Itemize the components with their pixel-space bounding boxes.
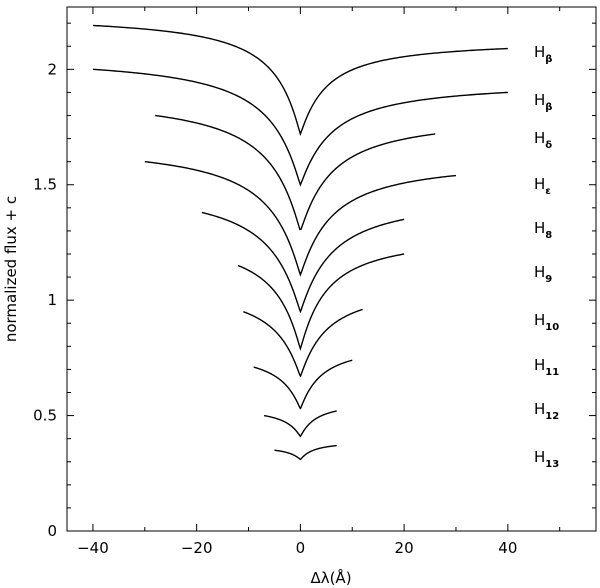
plot-frame xyxy=(66,6,597,532)
series-label-0: Hβ xyxy=(534,43,552,65)
series-line-6 xyxy=(243,308,363,378)
y-tick-label: 0.5 xyxy=(33,407,57,425)
series-label-main: H xyxy=(534,91,545,109)
series-label-8: H12 xyxy=(534,400,559,422)
series-label-sub: β xyxy=(545,102,552,113)
series-label-sub: β xyxy=(545,54,552,65)
y-tick-label: 1 xyxy=(47,291,57,309)
series-label-main: H xyxy=(534,356,545,374)
series-label-1: Hβ xyxy=(534,91,552,113)
series-line-5 xyxy=(237,253,405,351)
x-tick-label: 0 xyxy=(296,539,306,557)
series-line-9 xyxy=(274,444,337,461)
series-label-sub: 10 xyxy=(545,322,559,333)
series-label-7: H11 xyxy=(534,356,559,378)
series-label-6: H10 xyxy=(534,311,559,333)
series-label-main: H xyxy=(534,175,545,193)
series-line-7 xyxy=(253,359,353,410)
series-line-3 xyxy=(144,160,457,277)
y-tick-label: 2 xyxy=(47,60,57,78)
series-label-sub: 12 xyxy=(545,411,559,422)
y-tick-label: 0 xyxy=(47,522,57,540)
x-tick-label: −20 xyxy=(181,539,213,557)
x-axis: −40 −20 0 20 40 xyxy=(77,7,561,557)
series-label-3: Hε xyxy=(534,175,551,197)
series-label-sub: 11 xyxy=(545,367,559,378)
series-line-4 xyxy=(201,211,405,314)
series-label-sub: ε xyxy=(545,186,551,197)
series-label-2: Hδ xyxy=(534,129,552,151)
x-tick-label: 20 xyxy=(395,539,414,557)
series-label-4: H8 xyxy=(534,219,552,241)
series-label-main: H xyxy=(534,400,545,418)
y-axis: 0 0.5 1 1.5 2 xyxy=(33,22,596,540)
series-label-9: H13 xyxy=(534,448,559,470)
series-label-sub: 8 xyxy=(545,230,552,241)
series-label-main: H xyxy=(534,311,545,329)
series-line-1 xyxy=(92,68,508,187)
series-label-5: H9 xyxy=(534,263,552,285)
x-tick-label: 40 xyxy=(498,539,517,557)
series-label-main: H xyxy=(534,448,545,466)
series-label-sub: 13 xyxy=(545,459,559,470)
y-tick-label: 1.5 xyxy=(33,176,57,194)
series-line-2 xyxy=(155,114,436,231)
series-label-main: H xyxy=(534,263,545,281)
series-label-main: H xyxy=(534,219,545,237)
y-axis-title: normalized flux + c xyxy=(2,196,20,342)
x-axis-title: Δλ(Å) xyxy=(310,568,351,587)
series-label-sub: δ xyxy=(545,140,552,151)
series-line-8 xyxy=(263,410,337,438)
series-label-main: H xyxy=(534,129,545,147)
x-tick-label: −40 xyxy=(77,539,109,557)
series-group xyxy=(92,24,508,461)
series-line-0 xyxy=(92,24,508,137)
series-label-main: H xyxy=(534,43,545,61)
series-label-sub: 9 xyxy=(545,274,552,285)
